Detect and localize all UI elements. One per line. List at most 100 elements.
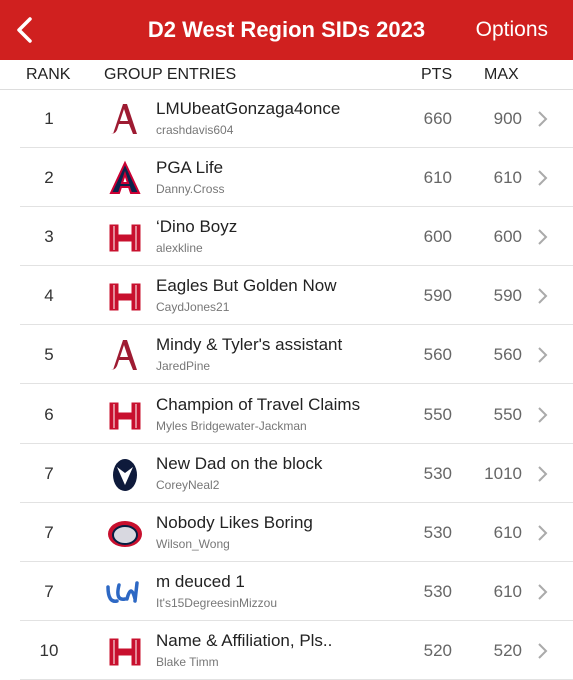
points: 530 <box>423 522 452 542</box>
entry-row[interactable]: 7 m deuced 1 It's15DegreesinMizzou 530 610 <box>0 562 573 621</box>
entry-name: LMUbeatGonzaga4once <box>156 99 341 118</box>
chevron <box>537 642 549 665</box>
chevron <box>537 406 549 429</box>
team-logo <box>105 632 145 675</box>
chevron <box>537 110 549 133</box>
rank: 3 <box>44 227 54 247</box>
separator <box>20 501 573 503</box>
entry-user: JaredPine <box>156 359 211 374</box>
entry-user: Wilson_Wong <box>156 536 230 551</box>
entry-user: CaydJones21 <box>156 300 230 315</box>
separator <box>20 147 573 148</box>
entry-name: ‘Dino Boyz <box>156 217 238 237</box>
entry-row[interactable]: 4 Eagles But Golden Now CaydJones21 590 590 <box>0 266 573 326</box>
entry-name: Name & Affiliation, Pls.. <box>156 630 333 650</box>
separator <box>20 206 573 208</box>
chevron <box>537 524 549 547</box>
entry-row[interactable]: 2 PGA Life Danny.Cross 610 610 <box>0 148 573 208</box>
entry-user: Myles Bridgewater-Jackman <box>156 418 307 433</box>
header: D2 West Region SIDs 2023 Options <box>0 0 573 60</box>
entry-name: m deuced 1 <box>156 571 245 591</box>
rank: 10 <box>39 640 59 660</box>
chevron <box>537 287 549 310</box>
points: 530 <box>423 463 452 483</box>
entry-row[interactable]: 10 Name & Affiliation, Pls.. Blake Timm 520… <box>0 621 573 680</box>
entry-row[interactable]: 7 Nobody Likes Boring Wilson_Wong 530 610 <box>0 503 573 562</box>
separator <box>20 678 573 680</box>
rank: 7 <box>44 522 54 542</box>
max-points: 550 <box>493 404 522 424</box>
max-points: 610 <box>493 581 522 601</box>
separator <box>20 324 573 326</box>
chevron <box>537 346 549 369</box>
points: 560 <box>423 345 452 365</box>
separator <box>20 265 573 267</box>
back-button[interactable] <box>14 16 38 44</box>
entry-user: Blake Timm <box>156 654 219 669</box>
header-title: D2 West Region SIDs 2023 <box>147 17 426 42</box>
entry-name: PGA Life <box>156 158 224 178</box>
rank: 6 <box>44 404 54 424</box>
entry-name: Eagles But Golden Now <box>156 276 337 296</box>
team-logo <box>105 218 145 261</box>
entry-name: New Dad on the block <box>156 453 323 473</box>
team-logo <box>105 455 145 498</box>
entry-user: It's15DegreesinMizzou <box>156 595 278 610</box>
options-button[interactable]: Options <box>475 18 548 41</box>
entry-row[interactable]: 7 New Dad on the block CoreyNeal2 530 1010 <box>0 444 573 503</box>
entry-row[interactable]: 5 Mindy & Tyler's assistant JaredPine 560 56… <box>0 325 573 385</box>
points: 520 <box>423 640 452 660</box>
team-logo <box>105 100 145 143</box>
max-points: 1010 <box>484 463 522 483</box>
col-entries: GROUP ENTRIES <box>104 66 237 83</box>
column-headers: RANK GROUP ENTRIES PTS MAX <box>0 60 573 90</box>
team-logo <box>105 159 145 202</box>
entry-user: alexkline <box>156 241 203 256</box>
separator <box>20 442 573 444</box>
max-points: 520 <box>493 640 522 660</box>
team-logo <box>105 514 145 557</box>
entry-name: Mindy & Tyler's assistant <box>156 335 343 355</box>
entry-user: crashdavis604 <box>156 123 234 137</box>
team-logo <box>105 396 145 439</box>
team-logo <box>105 277 145 320</box>
points: 600 <box>423 227 452 247</box>
points: 660 <box>423 109 452 128</box>
separator <box>20 619 573 621</box>
entry-name: Champion of Travel Claims <box>156 394 361 414</box>
entry-row[interactable]: 6 Champion of Travel Claims Myles Bridgewa… <box>0 385 573 444</box>
rank: 1 <box>44 109 54 128</box>
chevron <box>537 228 549 251</box>
rank: 7 <box>44 581 54 601</box>
team-logo <box>105 336 145 379</box>
max-points: 600 <box>493 227 522 247</box>
rank: 2 <box>44 168 54 188</box>
rank: 4 <box>44 286 54 306</box>
max-points: 560 <box>493 345 522 365</box>
entry-row[interactable]: 1 LMUbeatGonzaga4once crashdavis604 660 900 <box>0 89 573 148</box>
col-pts: PTS <box>421 66 453 83</box>
separator <box>20 560 573 562</box>
entry-user: Danny.Cross <box>156 182 225 197</box>
col-max: MAX <box>484 66 519 83</box>
entry-row[interactable]: 3 ‘Dino Boyz alexkline 600 600 <box>0 207 573 267</box>
entry-user: CoreyNeal2 <box>156 477 220 492</box>
points: 610 <box>423 168 452 188</box>
entry-name: Nobody Likes Boring <box>156 512 313 532</box>
separator <box>20 383 573 385</box>
points: 530 <box>423 581 452 601</box>
rank: 5 <box>44 345 54 365</box>
max-points: 900 <box>493 109 522 128</box>
chevron <box>537 465 549 488</box>
points: 590 <box>423 286 452 306</box>
max-points: 610 <box>493 522 522 542</box>
max-points: 610 <box>493 168 522 188</box>
chevron <box>537 169 549 192</box>
team-logo <box>105 573 145 616</box>
col-rank: RANK <box>26 66 71 83</box>
points: 550 <box>423 404 452 424</box>
max-points: 590 <box>493 286 522 306</box>
rank: 7 <box>44 463 54 483</box>
chevron <box>537 583 549 606</box>
